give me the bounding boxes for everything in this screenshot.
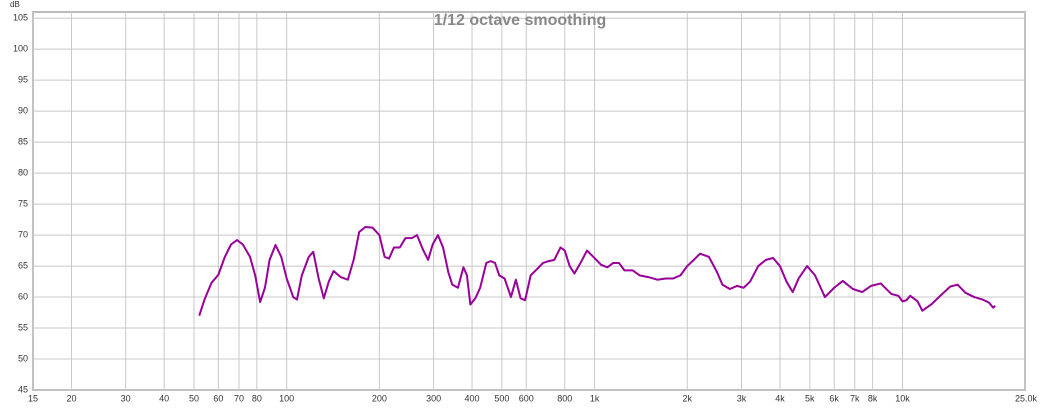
y-tick-label: 60 (18, 291, 28, 301)
x-tick-label: 40 (159, 393, 169, 403)
x-tick-label: 1k (590, 393, 600, 403)
y-tick-label: 105 (13, 13, 28, 23)
x-tick-label: 300 (426, 393, 441, 403)
x-tick-label: 800 (557, 393, 572, 403)
chart-title: 1/12 octave smoothing (434, 12, 607, 29)
x-tick-label: 400 (465, 393, 480, 403)
x-tick-label: 60 (213, 393, 223, 403)
x-tick-label: 70 (234, 393, 244, 403)
x-tick-label: 80 (252, 393, 262, 403)
x-tick-label: 50 (189, 393, 199, 403)
y-tick-label: 45 (18, 384, 28, 394)
y-tick-label: 65 (18, 260, 28, 270)
y-tick-label: 80 (18, 167, 28, 177)
y-tick-label: 55 (18, 322, 28, 332)
x-tick-label: 15 (28, 393, 38, 403)
y-axis-label: dB (10, 0, 20, 9)
x-tick-label: 20 (66, 393, 76, 403)
x-tick-label: 4k (775, 393, 785, 403)
x-tick-label: 600 (519, 393, 534, 403)
y-tick-label: 90 (18, 106, 28, 116)
x-tick-label: 6k (829, 393, 839, 403)
y-tick-label: 95 (18, 75, 28, 85)
x-tick-label: 8k (868, 393, 878, 403)
plot-area (32, 11, 1026, 391)
x-tick-label: 2k (683, 393, 693, 403)
x-tick-label: 100 (279, 393, 294, 403)
x-tick-label: 10k (895, 393, 910, 403)
y-tick-label: 70 (18, 229, 28, 239)
y-tick-label: 85 (18, 137, 28, 147)
x-tick-label: 3k (737, 393, 747, 403)
x-tick-label: 500 (494, 393, 509, 403)
y-tick-label: 100 (13, 44, 28, 54)
x-tick-label: 25.0k Hz (1015, 393, 1040, 403)
y-tick-label: 75 (18, 198, 28, 208)
x-tick-label: 30 (121, 393, 131, 403)
x-tick-label: 5k (805, 393, 815, 403)
y-tick-label: 50 (18, 353, 28, 363)
x-tick-label: 7k (850, 393, 860, 403)
data-line (198, 226, 996, 316)
x-tick-label: 200 (372, 393, 387, 403)
